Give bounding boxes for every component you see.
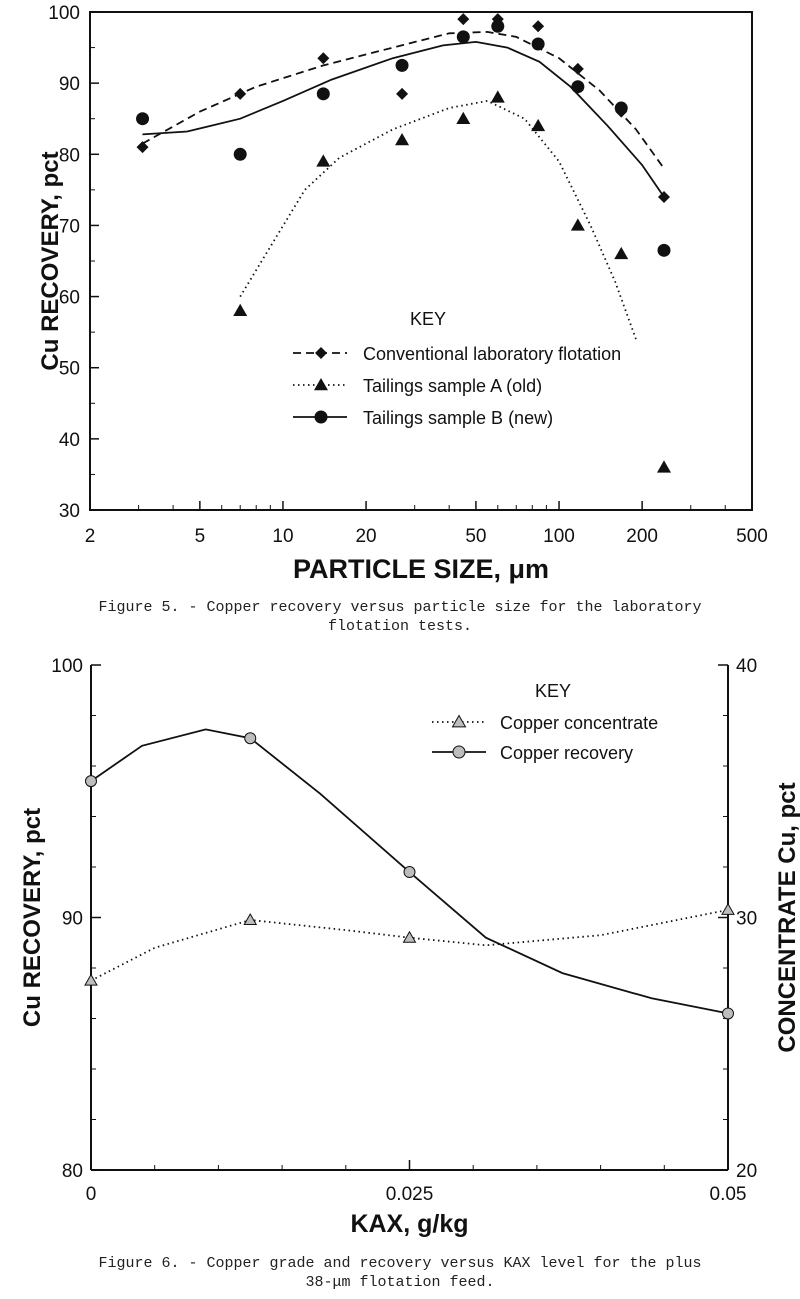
y-tick-label: 50 — [59, 359, 80, 380]
data-point-series-2 — [531, 118, 546, 132]
data-point-series-3 — [491, 19, 505, 33]
y-tick-label: 30 — [59, 501, 80, 522]
data-point-series-2 — [316, 154, 331, 167]
data-point-series-1 — [532, 20, 545, 33]
data-point-series-1 — [402, 930, 417, 943]
x-tick-label: 2 — [85, 526, 96, 547]
data-point-series-1 — [136, 141, 149, 154]
series-line-3 — [142, 40, 665, 198]
figure-5-chart: 30 40 50 60 70 80 90 100 2 5 10 20 50 100 200 500 PARTIC… — [37, 3, 768, 584]
data-point-series-3 — [571, 80, 585, 94]
y-tick-label: 40 — [59, 430, 80, 451]
x-axis-label: KAX, g/kg — [350, 1210, 468, 1238]
y-tick-label: 80 — [59, 145, 80, 166]
x-tick-label: 500 — [736, 526, 768, 547]
data-point-series-2 — [233, 303, 248, 317]
x-tick-label: 200 — [626, 526, 658, 547]
data-point-series-2 — [244, 732, 257, 745]
data-point-series-2 — [657, 460, 672, 473]
y-tick-label: 80 — [62, 1161, 83, 1182]
y-tick-label: 90 — [62, 909, 83, 930]
y2-tick-label: 40 — [736, 656, 757, 677]
data-point-series-3 — [395, 58, 409, 72]
y-tick-label: 100 — [51, 656, 83, 677]
data-point-series-3 — [233, 147, 247, 161]
legend-title: KEY — [535, 681, 571, 701]
legend-marker-2 — [452, 745, 466, 759]
data-point-series-1 — [84, 973, 98, 986]
data-point-series-3 — [657, 243, 671, 257]
legend-marker-2 — [314, 378, 328, 391]
legend-label-1: Conventional laboratory flotation — [363, 344, 621, 364]
figure-5-caption-line-1: Figure 5. - Copper recovery versus parti… — [98, 599, 702, 616]
figure-5-caption: Figure 5. - Copper recovery versus parti… — [0, 598, 800, 636]
figure-6-caption-line-1: Figure 6. - Copper grade and recovery ve… — [98, 1255, 702, 1272]
y-tick-label: 60 — [59, 288, 80, 309]
data-point-series-2 — [456, 111, 471, 124]
x-axis-label: PARTICLE SIZE, μm — [293, 554, 549, 584]
y-axis-label: Cu RECOVERY, pct — [37, 151, 64, 370]
data-point-series-3 — [136, 112, 150, 126]
data-point-series-2 — [614, 246, 629, 260]
figure-6-caption: Figure 6. - Copper grade and recovery ve… — [0, 1254, 800, 1292]
series-line-1 — [142, 30, 665, 170]
x-tick-label: 5 — [195, 526, 206, 547]
x-tick-label: 20 — [355, 526, 376, 547]
legend-label-3: Tailings sample B (new) — [363, 408, 553, 428]
data-point-series-2 — [403, 866, 416, 879]
x-tick-label: 50 — [465, 526, 486, 547]
x-tick-label: 0.025 — [386, 1184, 434, 1205]
figure-5-caption-line-2: flotation tests. — [327, 618, 473, 635]
legend-label-1: Copper concentrate — [500, 713, 658, 733]
legend-label-2: Copper recovery — [500, 743, 633, 763]
figure-6-caption-line-2: 38-μm flotation feed. — [305, 1274, 495, 1291]
series-line-1 — [90, 909, 729, 982]
data-point-series-1 — [457, 13, 470, 26]
data-point-series-2 — [722, 1007, 734, 1020]
y2-axis-label: CONCENTRATE Cu, pct — [774, 782, 800, 1052]
data-point-series-1 — [243, 913, 258, 926]
data-point-series-1 — [234, 87, 247, 100]
x-tick-label: 10 — [272, 526, 293, 547]
x-tick-label: 0.05 — [710, 1184, 747, 1205]
series-line-2 — [90, 728, 729, 1015]
data-point-series-1 — [571, 62, 584, 75]
x-tick-label: 0 — [86, 1184, 97, 1205]
data-point-series-2 — [570, 218, 585, 231]
data-point-series-3 — [456, 30, 470, 44]
y-tick-label: 90 — [59, 74, 80, 95]
data-point-series-2 — [85, 775, 97, 788]
y-axis-label: Cu RECOVERY, pct — [19, 808, 46, 1027]
y-tick-label: 70 — [59, 216, 80, 237]
y-tick-label: 100 — [48, 3, 80, 24]
data-point-series-3 — [316, 87, 330, 101]
legend-marker-1 — [451, 714, 467, 728]
data-point-series-2 — [490, 90, 505, 103]
data-point-series-3 — [531, 37, 545, 51]
data-point-series-1 — [721, 902, 735, 915]
legend-marker-3 — [314, 410, 328, 424]
legend-title: KEY — [410, 309, 446, 329]
legend-label-2: Tailings sample A (old) — [363, 376, 542, 396]
data-point-series-3 — [614, 101, 628, 115]
data-point-series-1 — [317, 52, 330, 65]
legend-marker-1 — [315, 347, 327, 359]
x-tick-label: 100 — [543, 526, 575, 547]
data-point-series-2 — [395, 133, 410, 146]
data-point-series-1 — [396, 87, 409, 100]
y2-tick-label: 20 — [736, 1161, 757, 1182]
y2-tick-label: 30 — [736, 909, 757, 930]
